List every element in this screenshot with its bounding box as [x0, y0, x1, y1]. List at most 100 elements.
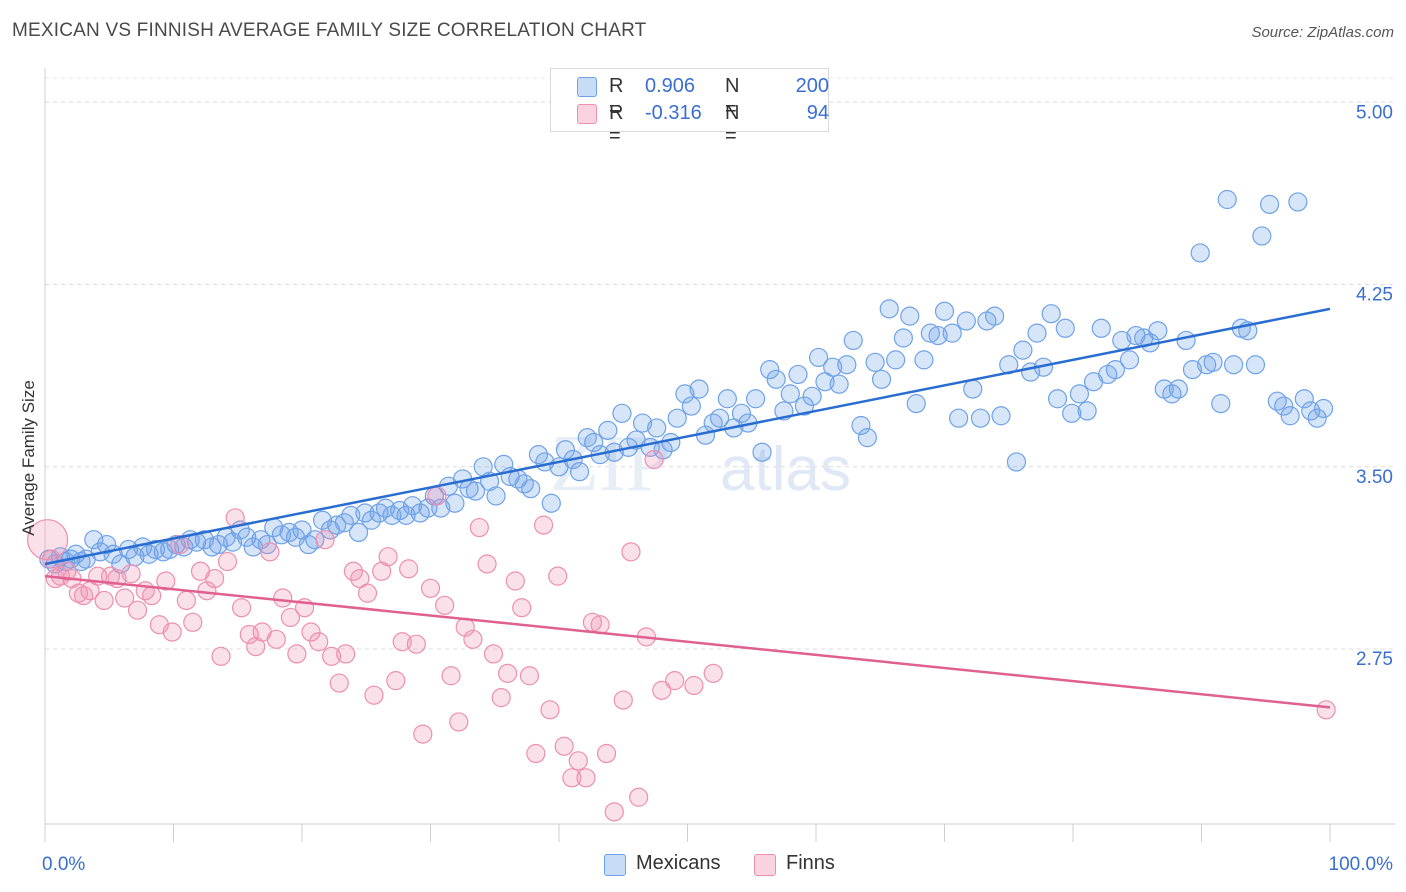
finns-point [156, 571, 176, 591]
finns-point [576, 768, 596, 788]
finns-point [554, 736, 574, 756]
finns-point [260, 542, 280, 562]
mexicans-point [857, 428, 878, 448]
finns-point [301, 622, 321, 642]
mexicans-point [985, 306, 1005, 326]
finns-point [568, 751, 588, 771]
finns-point [399, 559, 419, 579]
finns-point [1316, 700, 1336, 720]
finns-point [441, 666, 461, 686]
mexicans-point [312, 510, 333, 530]
mexicans-point [710, 408, 730, 428]
finns-point [176, 590, 196, 611]
mexicans-point [1047, 389, 1068, 409]
finns-point [505, 571, 525, 591]
mexicans-point [194, 530, 214, 550]
mexicans-point [84, 530, 104, 550]
mexicans-point [555, 440, 576, 460]
mexicans-point [914, 350, 934, 370]
finns-legend-swatch [754, 854, 776, 876]
finns-point [548, 566, 568, 586]
mexicans-point [1013, 340, 1033, 360]
mexicans-point [788, 364, 808, 385]
legend-r-value: 0.906 [645, 75, 696, 97]
finns-point [533, 515, 554, 535]
finns-point [463, 629, 483, 649]
watermark-atlas: atlas [720, 435, 851, 504]
mexicans-point [1055, 318, 1075, 338]
mexicans-point [431, 498, 451, 518]
finns-point [526, 743, 546, 764]
finns-point [115, 588, 135, 608]
mexicans-point [766, 369, 786, 389]
mexicans-point [661, 432, 681, 453]
mexicans-point [1307, 408, 1327, 428]
mexicans-point [928, 325, 948, 346]
mexicans-point [1280, 406, 1300, 426]
mexicans-point [1176, 330, 1196, 351]
finns-point [127, 600, 148, 620]
mexicans-point [237, 527, 257, 547]
mexicans-point [1041, 304, 1061, 324]
finns-point [519, 666, 540, 686]
axes [44, 68, 1395, 842]
mexicans-legend-swatch [604, 854, 626, 876]
mexicans-point [632, 413, 653, 433]
finns-point [483, 644, 504, 664]
mexicans-point [1006, 452, 1027, 472]
finns-point [449, 712, 469, 732]
mexicans-point [1203, 352, 1223, 372]
finns-point [357, 583, 378, 603]
finns-point [665, 671, 685, 691]
finns-point [336, 644, 356, 664]
finns-point [142, 585, 162, 606]
mexicans-point [829, 374, 849, 394]
finns-point [406, 634, 426, 654]
finns-point [562, 768, 582, 788]
mexicans-point [541, 493, 561, 513]
finns-point [321, 646, 342, 666]
mexicans-trend-line [44, 307, 1331, 566]
mexicans-point [355, 503, 375, 523]
finns-point [427, 486, 447, 506]
mexicans-point [675, 384, 695, 404]
mexicans-point [97, 534, 117, 555]
x-tick-label: 0.0% [42, 854, 85, 875]
mexicans-point [375, 498, 396, 518]
mexicans-point [920, 323, 940, 343]
finns-point [392, 632, 412, 652]
mexicans-point [949, 408, 969, 428]
finns-point [703, 663, 723, 683]
mexicans-point [900, 306, 920, 326]
mexicans-point [528, 445, 549, 465]
finns-point [629, 787, 649, 807]
mexicans-point [1182, 359, 1203, 380]
finns-point [477, 554, 497, 574]
mexicans-point [893, 328, 913, 348]
finns-point [652, 680, 672, 700]
mexicans-point [752, 442, 772, 462]
y-tick-label: 4.25 [1356, 285, 1393, 306]
data-points [26, 189, 1336, 822]
trend-lines [44, 307, 1331, 709]
mexicans-point [731, 403, 752, 423]
finns-point [315, 530, 335, 550]
x-tick-label: 100.0% [1329, 854, 1394, 875]
finns-point [280, 607, 301, 628]
finns-point [232, 598, 252, 618]
finns-point [491, 688, 511, 708]
mexicans-point [402, 496, 423, 516]
finns-point [604, 802, 624, 822]
mexicans-point [1313, 398, 1334, 419]
finns-point [498, 663, 518, 683]
mexicans-point [802, 386, 822, 406]
mexicans-point [871, 369, 892, 389]
legend-n-value: 94 [806, 102, 829, 124]
legend-n-key: N = [725, 75, 740, 120]
mexicans-point [271, 525, 292, 545]
mexicans-point [1245, 355, 1266, 375]
mexicans-point [1260, 194, 1280, 214]
mexicans-point [689, 379, 709, 399]
mexicans-point [851, 415, 871, 436]
